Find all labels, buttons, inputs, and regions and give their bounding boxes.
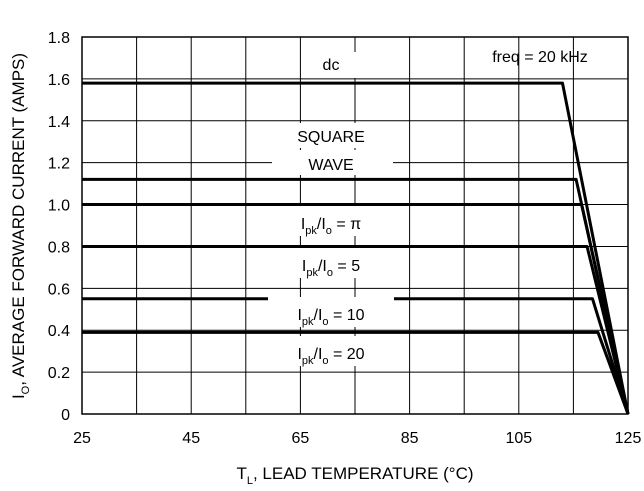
annotation-backgrounds: [268, 52, 394, 366]
y-tick-label: 0.6: [48, 281, 70, 298]
y-tick-label: 0: [61, 407, 70, 424]
annotation-bg: [268, 336, 394, 366]
y-tick-label: 1.6: [48, 72, 70, 89]
x-tick-label: 25: [73, 430, 91, 447]
x-tick-label: 125: [615, 430, 642, 447]
annotation-bg: [271, 248, 391, 278]
series-line-3: [82, 203, 630, 415]
annotation-bg: [272, 150, 393, 175]
annotation-label: WAVE: [308, 157, 353, 174]
series-line-4: [82, 244, 630, 415]
annotations: freq = 20 kHz dc SQUARE WAVE Ipk/Io = π Ipk/I…: [297, 49, 588, 367]
y-tick-label: 0.2: [48, 365, 70, 382]
series-line-6: [82, 330, 630, 415]
annotation-bg: [268, 297, 394, 327]
x-axis-label: TL, LEAD TEMPERATURE (°C): [236, 464, 473, 487]
y-tick-label: 0.4: [48, 323, 70, 340]
plot-frame: [81, 36, 629, 415]
x-tick-label: 105: [505, 430, 532, 447]
annotation-bg: [271, 206, 391, 236]
annotation-bg: [272, 123, 393, 148]
annotation-label: dc: [323, 57, 340, 74]
annotation-label: Ipk/Io = 20: [297, 346, 364, 367]
y-tick-label: 1.4: [48, 114, 70, 131]
annotation-label: Ipk/Io = π: [301, 216, 361, 237]
annotation-label: Ipk/Io = 5: [302, 258, 360, 279]
annotation-bg: [305, 52, 357, 78]
annotation-label: SQUARE: [297, 129, 365, 146]
y-tick-label: 1.2: [48, 156, 70, 173]
y-tick-label: 1.0: [48, 198, 70, 215]
y-tick-label: 0.8: [48, 239, 70, 256]
y-axis-label: IO, AVERAGE FORWARD CURRENT (AMPS): [9, 53, 32, 399]
x-tick-label: 85: [401, 430, 419, 447]
annotation-label: Ipk/Io = 10: [297, 307, 364, 328]
x-tick-label: 65: [292, 430, 310, 447]
x-tick-label: 45: [182, 430, 200, 447]
series-line-5: [82, 297, 630, 415]
annotation-label: freq = 20 kHz: [492, 49, 588, 66]
tick-labels: 25 45 65 85 105 125 0 0.2 0.4 0.6 0.8 1.0 1.2 1.4 1.6 1…: [48, 30, 642, 447]
y-tick-label: 1.8: [48, 30, 70, 47]
series-line-1: [82, 81, 630, 415]
series-lines: [82, 81, 630, 415]
